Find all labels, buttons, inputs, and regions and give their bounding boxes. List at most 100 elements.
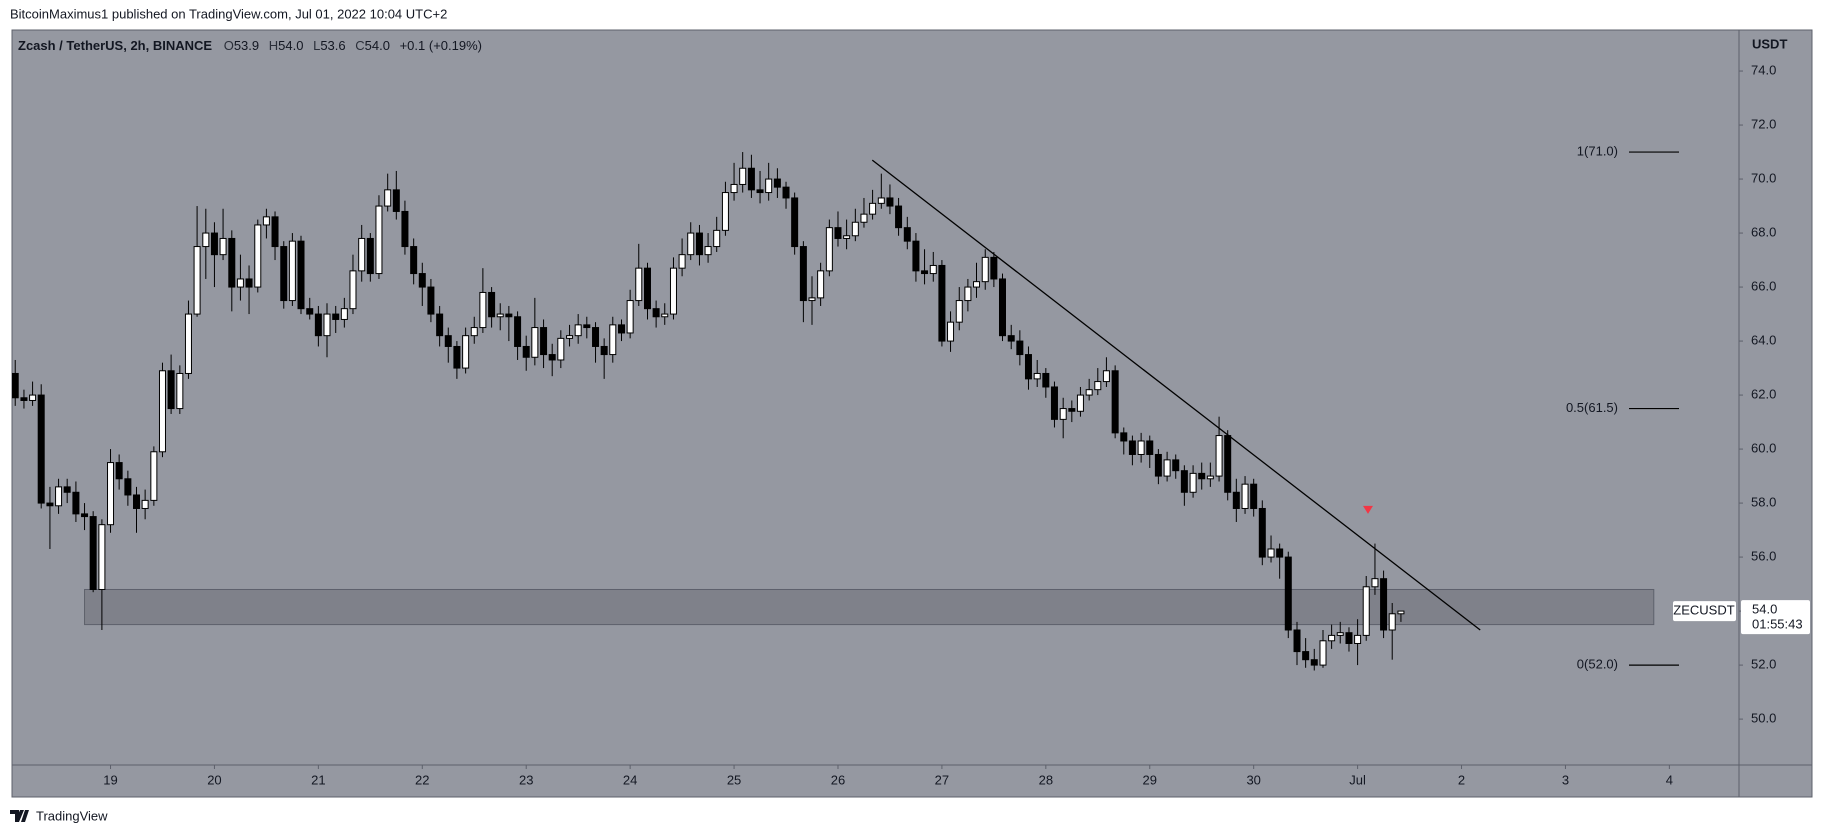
- y-tick-label: 60.0: [1751, 441, 1776, 456]
- y-tick-label: 68.0: [1751, 224, 1776, 239]
- legend: Zcash / TetherUS, 2h, BINANCE O53.9 H54.…: [18, 38, 482, 53]
- candle-body: [141, 499, 149, 509]
- candle-body: [860, 213, 868, 223]
- candle-body: [81, 513, 89, 518]
- y-tick-label: 58.0: [1751, 495, 1776, 510]
- candle-body: [1336, 632, 1344, 636]
- candle-body: [609, 324, 617, 356]
- plot-area: [12, 152, 1655, 671]
- y-tick-label: 70.0: [1751, 170, 1776, 185]
- y-tick-label: 74.0: [1751, 62, 1776, 77]
- y-tick-label: 64.0: [1751, 333, 1776, 348]
- candle-body: [695, 232, 703, 256]
- candle-body: [817, 270, 825, 299]
- candle-body: [955, 300, 963, 323]
- legend-symbol: Zcash / TetherUS, 2h, BINANCE: [18, 38, 212, 53]
- candle-body: [462, 335, 470, 369]
- signal-marker: [1362, 505, 1373, 514]
- candle-body: [1354, 634, 1362, 644]
- candle-body: [297, 240, 305, 310]
- candle-body: [851, 221, 859, 237]
- price-tag-countdown: 01:55:43: [1752, 617, 1803, 632]
- candle-body: [1128, 440, 1136, 455]
- x-tick-label: 4: [1666, 772, 1673, 787]
- candle-body: [574, 324, 582, 337]
- candle-body: [340, 308, 348, 320]
- candle-body: [479, 291, 487, 329]
- fib-level-label: 0(52.0): [1577, 657, 1618, 672]
- candle-body: [349, 270, 357, 310]
- candle-body: [184, 313, 192, 374]
- price-tag: [1741, 600, 1810, 635]
- candle-body: [210, 232, 218, 256]
- candle-body: [843, 235, 851, 239]
- candle-body: [1302, 651, 1310, 661]
- legend-key: C: [355, 38, 364, 53]
- candle-body: [877, 197, 885, 204]
- candle-body: [167, 370, 175, 410]
- candle-body: [912, 240, 920, 272]
- candle-body: [713, 229, 721, 248]
- candle-body: [1258, 507, 1266, 558]
- candle-body: [1137, 440, 1145, 455]
- candle-body: [366, 237, 374, 275]
- candle-body: [98, 524, 106, 590]
- candle-body: [280, 246, 288, 302]
- x-tick-label: 28: [1039, 772, 1053, 787]
- y-tick-label: 52.0: [1751, 657, 1776, 672]
- x-tick-label: 23: [519, 772, 533, 787]
- candle-body: [903, 227, 911, 242]
- candle-body: [392, 189, 400, 212]
- candle-body: [1059, 408, 1067, 420]
- y-tick-label: 72.0: [1751, 116, 1776, 131]
- trendline: [871, 159, 1481, 631]
- candle-body: [669, 267, 677, 315]
- candle-body: [375, 205, 383, 275]
- symbol-tag: [1673, 601, 1736, 622]
- candle-body: [635, 267, 643, 302]
- candle-body: [1033, 372, 1041, 380]
- candle-body: [1024, 354, 1032, 380]
- candle-body: [1146, 440, 1154, 455]
- candle-body: [288, 240, 296, 302]
- legend-key: O: [224, 38, 234, 53]
- footer-logo: [10, 810, 29, 822]
- candle-body: [262, 216, 270, 226]
- candle-body: [921, 270, 929, 275]
- candle-body: [947, 321, 955, 342]
- candle-body: [643, 267, 651, 310]
- candle-body: [973, 281, 981, 288]
- candle-body: [756, 189, 764, 194]
- x-tick-label: 3: [1562, 772, 1569, 787]
- candle-body: [730, 183, 738, 194]
- legend-value: 54.0: [278, 38, 303, 53]
- candle-body: [1380, 578, 1388, 631]
- candle-body: [626, 300, 634, 334]
- candle-body: [1284, 556, 1292, 631]
- candle-body: [444, 335, 452, 347]
- candle-body: [1189, 472, 1197, 493]
- candle-body: [600, 345, 608, 356]
- candle-body: [1345, 632, 1353, 644]
- candle-body: [1388, 613, 1396, 631]
- candle-body: [1163, 459, 1171, 477]
- candle-body: [55, 486, 63, 507]
- candle-body: [1206, 475, 1214, 480]
- candle-body: [721, 192, 729, 231]
- candle-body: [384, 189, 392, 207]
- candle-body: [470, 327, 478, 337]
- price-tag-value: 54.0: [1752, 602, 1777, 617]
- candle-body: [765, 178, 773, 194]
- candle-body: [453, 345, 461, 369]
- y-tick-label: 56.0: [1751, 549, 1776, 564]
- candle-body: [1111, 370, 1119, 434]
- candle-body: [1076, 394, 1084, 412]
- candle-body: [418, 273, 426, 288]
- x-tick-label: Jul: [1349, 772, 1366, 787]
- candle-body: [678, 254, 686, 269]
- x-tick-label: 2: [1458, 772, 1465, 787]
- candle-body: [107, 462, 115, 526]
- x-tick-label: 26: [831, 772, 845, 787]
- candle-body: [124, 478, 132, 496]
- candle-body: [834, 227, 842, 239]
